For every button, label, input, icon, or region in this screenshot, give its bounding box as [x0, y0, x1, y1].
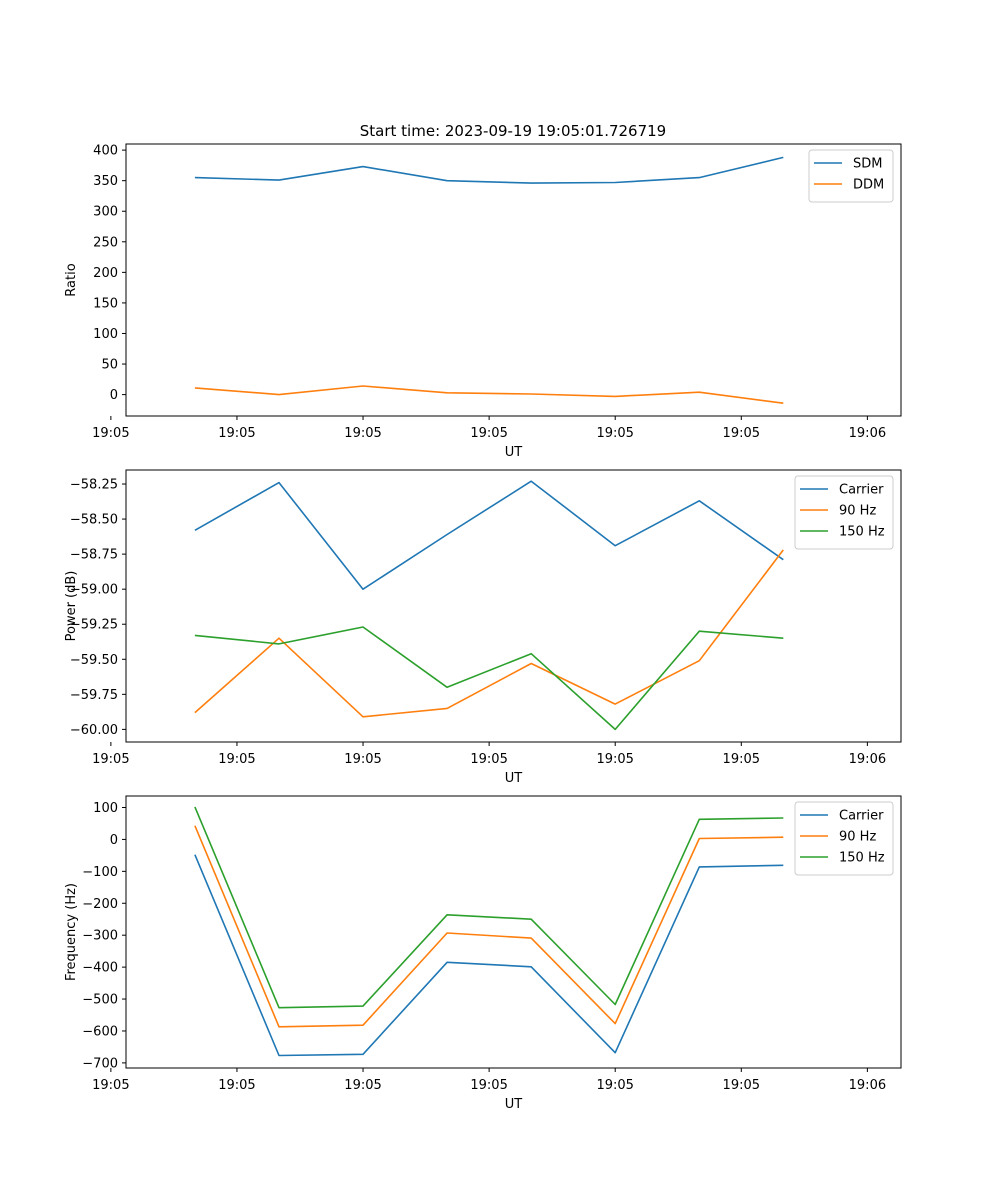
y-tick-label: −200 — [82, 897, 118, 912]
legend-label: Carrier — [839, 809, 884, 824]
x-tick-label: 19:05 — [470, 1078, 507, 1093]
x-axis-label: UT — [505, 1097, 523, 1112]
legend-label: 90 Hz — [839, 504, 876, 519]
subplot-3: 19:05 19:05 19:05 19:05 19:05 19:05 19:06 −700 −… — [64, 795, 902, 1112]
y-tick-label: 100 — [93, 801, 118, 816]
y-tick-label: −58.50 — [70, 513, 118, 528]
y-tick-label: 300 — [93, 205, 118, 220]
y-tick-label: 350 — [93, 174, 118, 189]
x-axis-label: UT — [505, 445, 523, 460]
x-tick-label: 19:06 — [849, 1078, 886, 1093]
y-tick-label: 200 — [93, 266, 118, 281]
x-tick-label: 19:05 — [92, 752, 129, 767]
legend: SDM DDM — [808, 149, 894, 203]
x-tick-label: 19:05 — [344, 426, 381, 441]
subplot-1: 19:05 19:05 19:05 19:05 19:05 19:05 19:06 0 50 10… — [64, 143, 902, 460]
x-tick-label: 19:05 — [470, 752, 507, 767]
y-tick-label: −59.25 — [70, 618, 118, 633]
axes-frame — [125, 143, 902, 417]
y-tick-label: −59.50 — [70, 653, 118, 668]
series-line-ddm — [194, 385, 784, 404]
y-tick-label: 0 — [110, 388, 118, 403]
legend-label: 90 Hz — [839, 830, 876, 845]
legend-label: DDM — [853, 178, 884, 193]
x-tick-label: 19:05 — [596, 426, 633, 441]
series-line-90-hz — [194, 549, 784, 718]
y-axis-label: Ratio — [64, 263, 79, 296]
x-tick-label: 19:05 — [596, 1078, 633, 1093]
legend-label: 150 Hz — [839, 851, 885, 866]
y-tick-label: −58.25 — [70, 478, 118, 493]
x-tick-label: 19:06 — [849, 752, 886, 767]
series-line-carrier — [194, 854, 784, 1057]
y-tick-label: −600 — [82, 1024, 118, 1039]
y-tick-label: −59.75 — [70, 688, 118, 703]
y-tick-label: 250 — [93, 235, 118, 250]
y-tick-label: −700 — [82, 1056, 118, 1071]
series-line-carrier — [194, 480, 784, 591]
legend-label: 150 Hz — [839, 525, 885, 540]
y-tick-label: 150 — [93, 296, 118, 311]
y-tick-label: 0 — [110, 833, 118, 848]
x-tick-label: 19:06 — [849, 426, 886, 441]
x-tick-label: 19:05 — [92, 426, 129, 441]
y-tick-label: 50 — [101, 358, 118, 373]
series-line-sdm — [194, 156, 784, 184]
x-tick-label: 19:05 — [470, 426, 507, 441]
y-tick-label: −500 — [82, 993, 118, 1008]
series-line-150-hz — [194, 806, 784, 1009]
legend: Carrier 90 Hz 150 Hz — [794, 801, 894, 876]
x-tick-label: 19:05 — [344, 752, 381, 767]
legend-label: Carrier — [839, 483, 884, 498]
figure-title: Start time: 2023-09-19 19:05:01.726719 — [360, 122, 666, 140]
axes-frame — [125, 795, 902, 1069]
x-tick-label: 19:05 — [344, 1078, 381, 1093]
x-tick-label: 19:05 — [723, 426, 760, 441]
x-axis-label: UT — [505, 771, 523, 786]
y-tick-label: 400 — [93, 144, 118, 159]
y-axis-label: Power (dB) — [64, 571, 79, 642]
legend: Carrier 90 Hz 150 Hz — [794, 475, 894, 550]
series-line-150-hz — [194, 626, 784, 731]
x-tick-label: 19:05 — [596, 752, 633, 767]
x-tick-label: 19:05 — [723, 752, 760, 767]
x-tick-label: 19:05 — [92, 1078, 129, 1093]
x-tick-label: 19:05 — [723, 1078, 760, 1093]
x-tick-label: 19:05 — [218, 426, 255, 441]
y-tick-label: −58.75 — [70, 548, 118, 563]
series-line-90-hz — [194, 825, 784, 1028]
x-tick-label: 19:05 — [218, 1078, 255, 1093]
axes-frame — [125, 469, 902, 743]
y-tick-label: −59.00 — [70, 583, 118, 598]
y-tick-label: −300 — [82, 929, 118, 944]
y-tick-label: 100 — [93, 327, 118, 342]
y-tick-label: −400 — [82, 961, 118, 976]
subplot-2: 19:05 19:05 19:05 19:05 19:05 19:05 19:06 −60.0… — [64, 469, 902, 786]
x-tick-label: 19:05 — [218, 752, 255, 767]
y-tick-label: −60.00 — [70, 723, 118, 738]
legend-label: SDM — [853, 157, 882, 172]
y-tick-label: −100 — [82, 865, 118, 880]
y-axis-label: Frequency (Hz) — [64, 883, 79, 981]
